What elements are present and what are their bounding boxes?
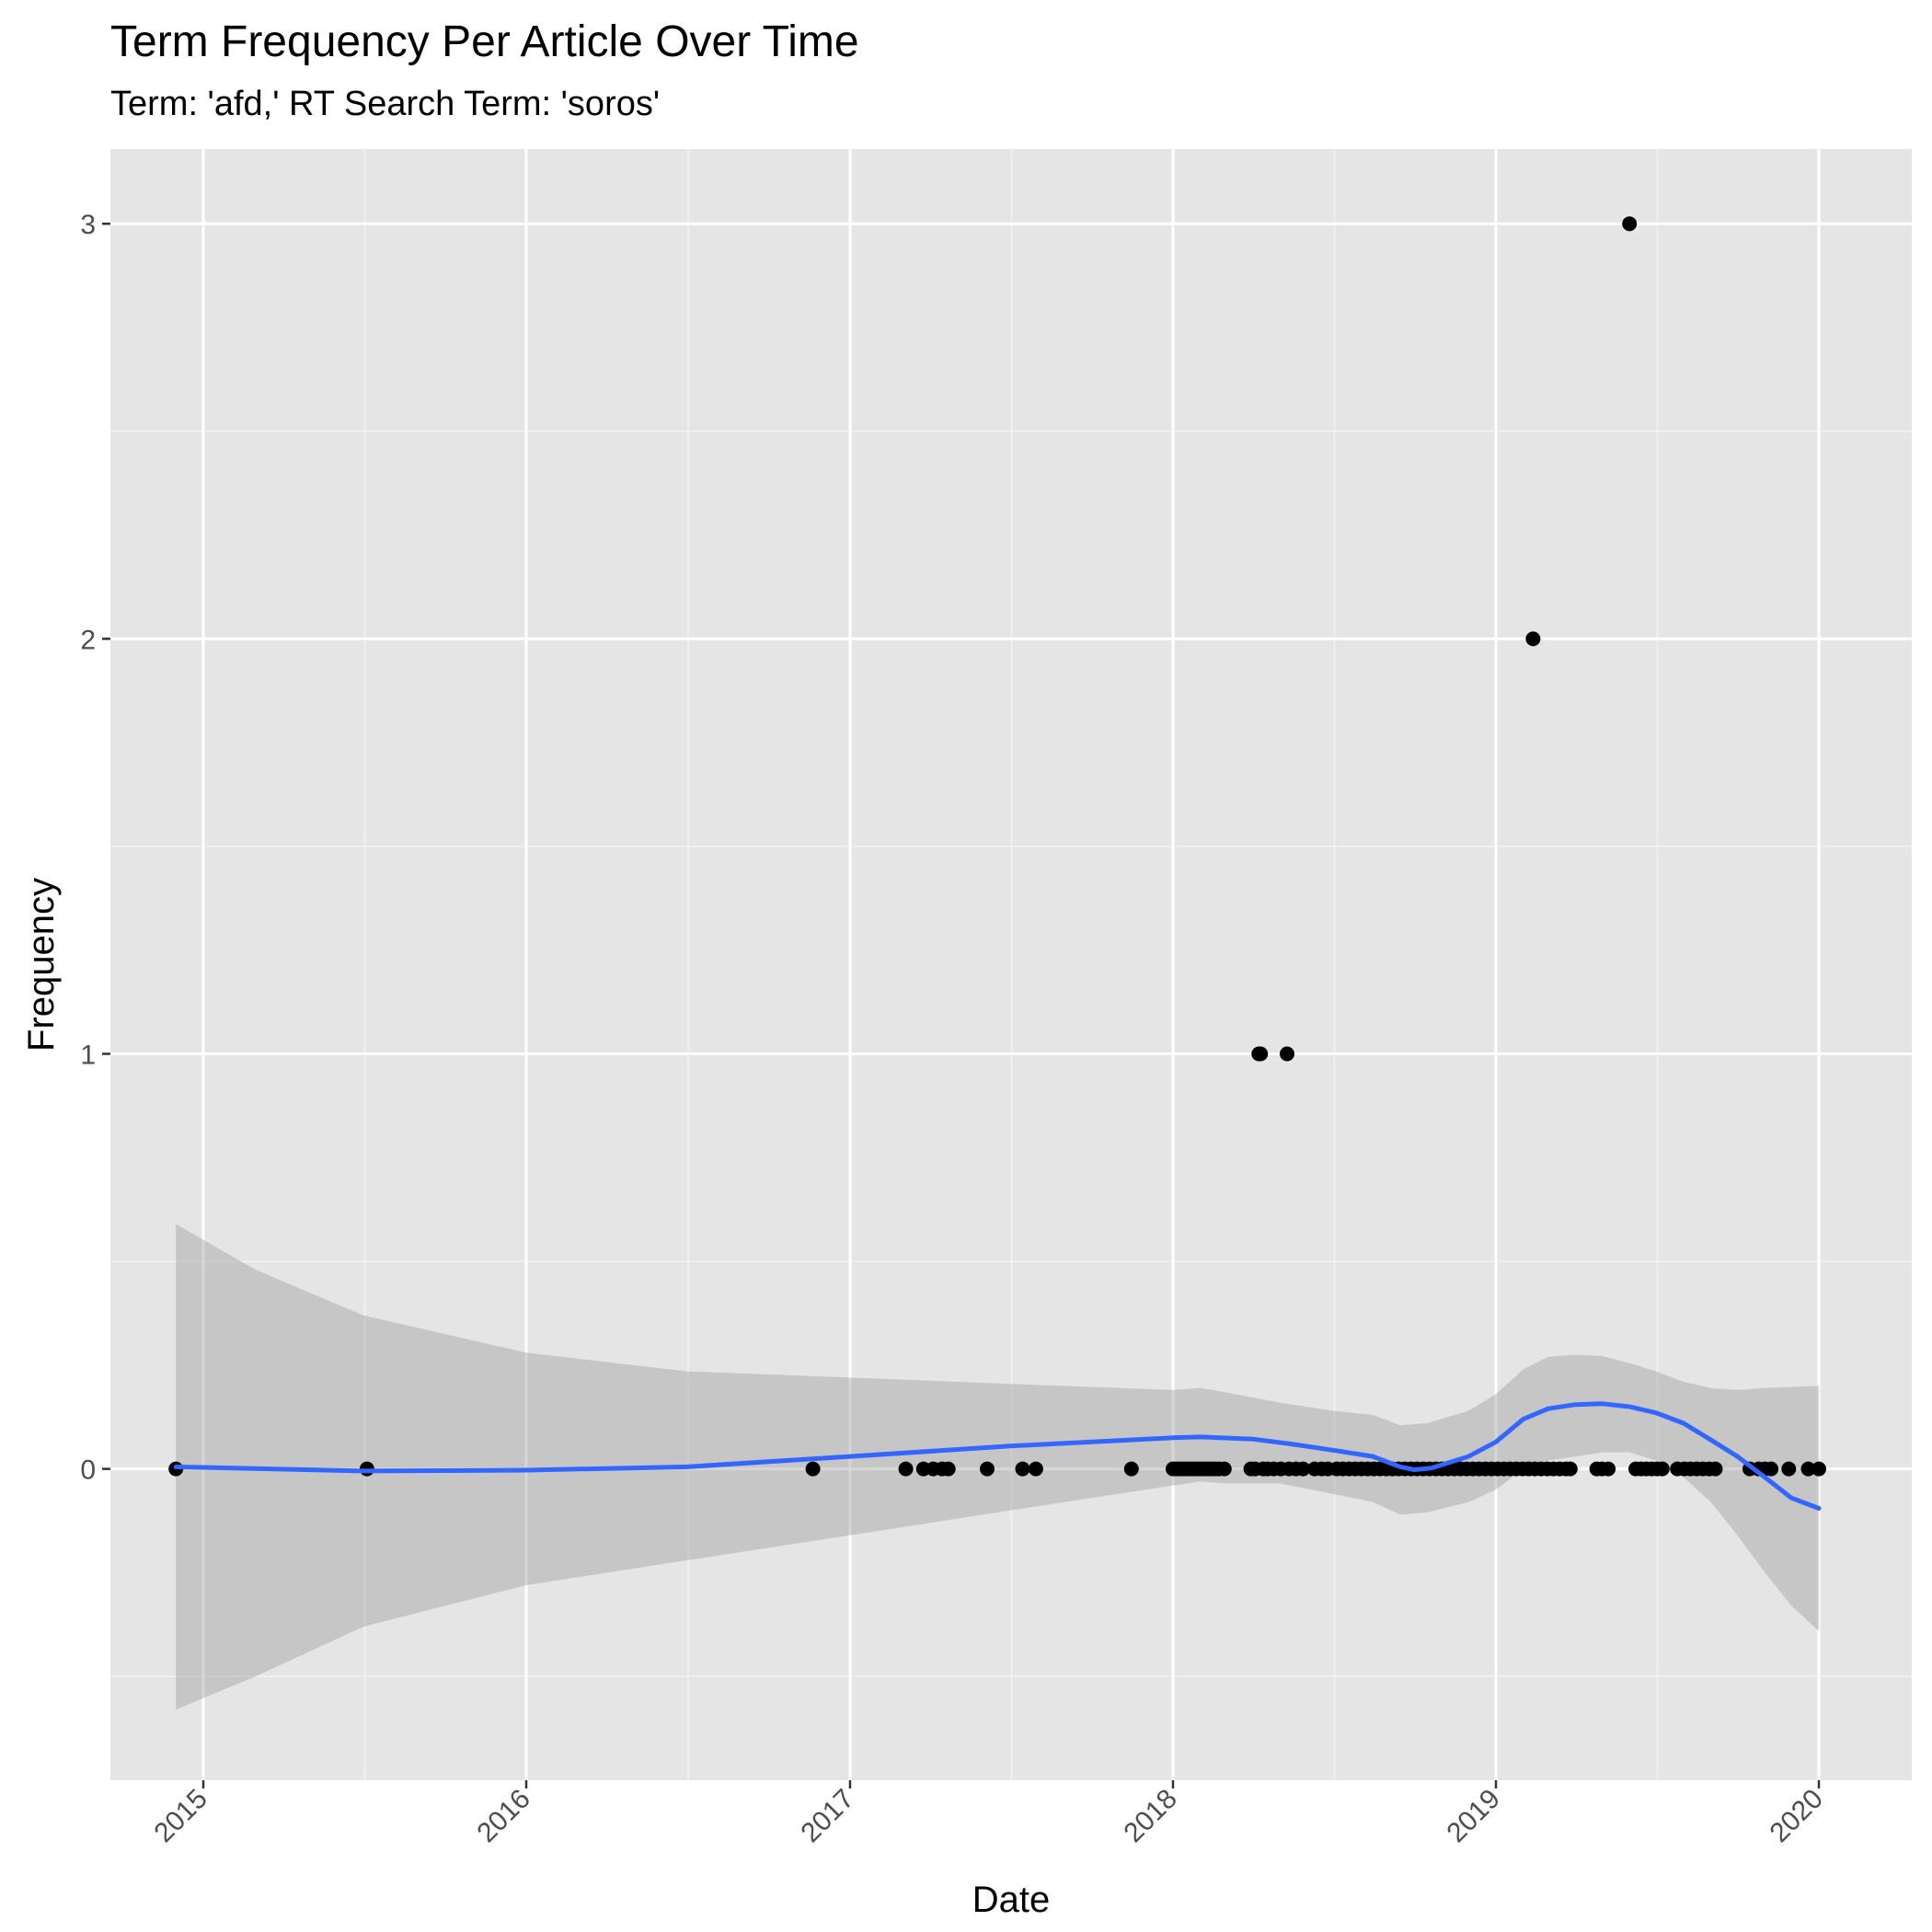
- x-tick-label: 2016: [471, 1784, 536, 1849]
- data-point: [898, 1461, 914, 1477]
- minor-gridlines: [110, 149, 1912, 1780]
- data-point: [1601, 1461, 1616, 1477]
- chart-subtitle: Term: 'afd,' RT Search Term: 'soros': [110, 85, 661, 123]
- data-point: [1562, 1461, 1578, 1477]
- chart-title: Term Frequency Per Article Over Time: [110, 17, 859, 66]
- data-point: [1764, 1461, 1779, 1477]
- data-point: [1800, 1461, 1816, 1477]
- y-tick-label: 2: [80, 625, 96, 655]
- data-point: [1654, 1461, 1670, 1477]
- x-tick-label: 2015: [148, 1784, 213, 1849]
- data-point: [1811, 1461, 1826, 1477]
- y-tick-label: 1: [80, 1040, 96, 1070]
- x-tick-label: 2020: [1764, 1784, 1829, 1849]
- x-tick-label: 2019: [1441, 1784, 1506, 1849]
- data-point: [1028, 1461, 1043, 1477]
- data-point: [1280, 1046, 1294, 1062]
- data-point: [1253, 1046, 1269, 1062]
- smooth-trend-line: [173, 1401, 1822, 1511]
- x-tick-label: 2018: [1118, 1784, 1183, 1849]
- confidence-ribbon-layer: [176, 1224, 1820, 1710]
- data-point: [1622, 216, 1638, 232]
- data-point: [1708, 1461, 1723, 1477]
- smooth-line-layer: [173, 1401, 1822, 1511]
- data-point: [1015, 1461, 1030, 1477]
- data-point: [1295, 1461, 1311, 1477]
- confidence-ribbon: [176, 1224, 1820, 1710]
- y-axis-title: Frequency: [21, 878, 62, 1052]
- data-point: [1781, 1461, 1797, 1477]
- data-point: [1123, 1461, 1139, 1477]
- data-point: [980, 1461, 995, 1477]
- y-tick-label: 3: [80, 210, 96, 240]
- y-tick-label: 0: [80, 1455, 96, 1486]
- data-point: [940, 1461, 956, 1477]
- x-tick-label: 2017: [795, 1784, 860, 1849]
- major-gridlines: [110, 149, 1912, 1780]
- data-point: [805, 1461, 821, 1477]
- x-axis-title: Date: [972, 1880, 1051, 1920]
- data-point: [1525, 631, 1541, 647]
- data-point: [1216, 1461, 1232, 1477]
- data-points-layer: [168, 216, 1826, 1477]
